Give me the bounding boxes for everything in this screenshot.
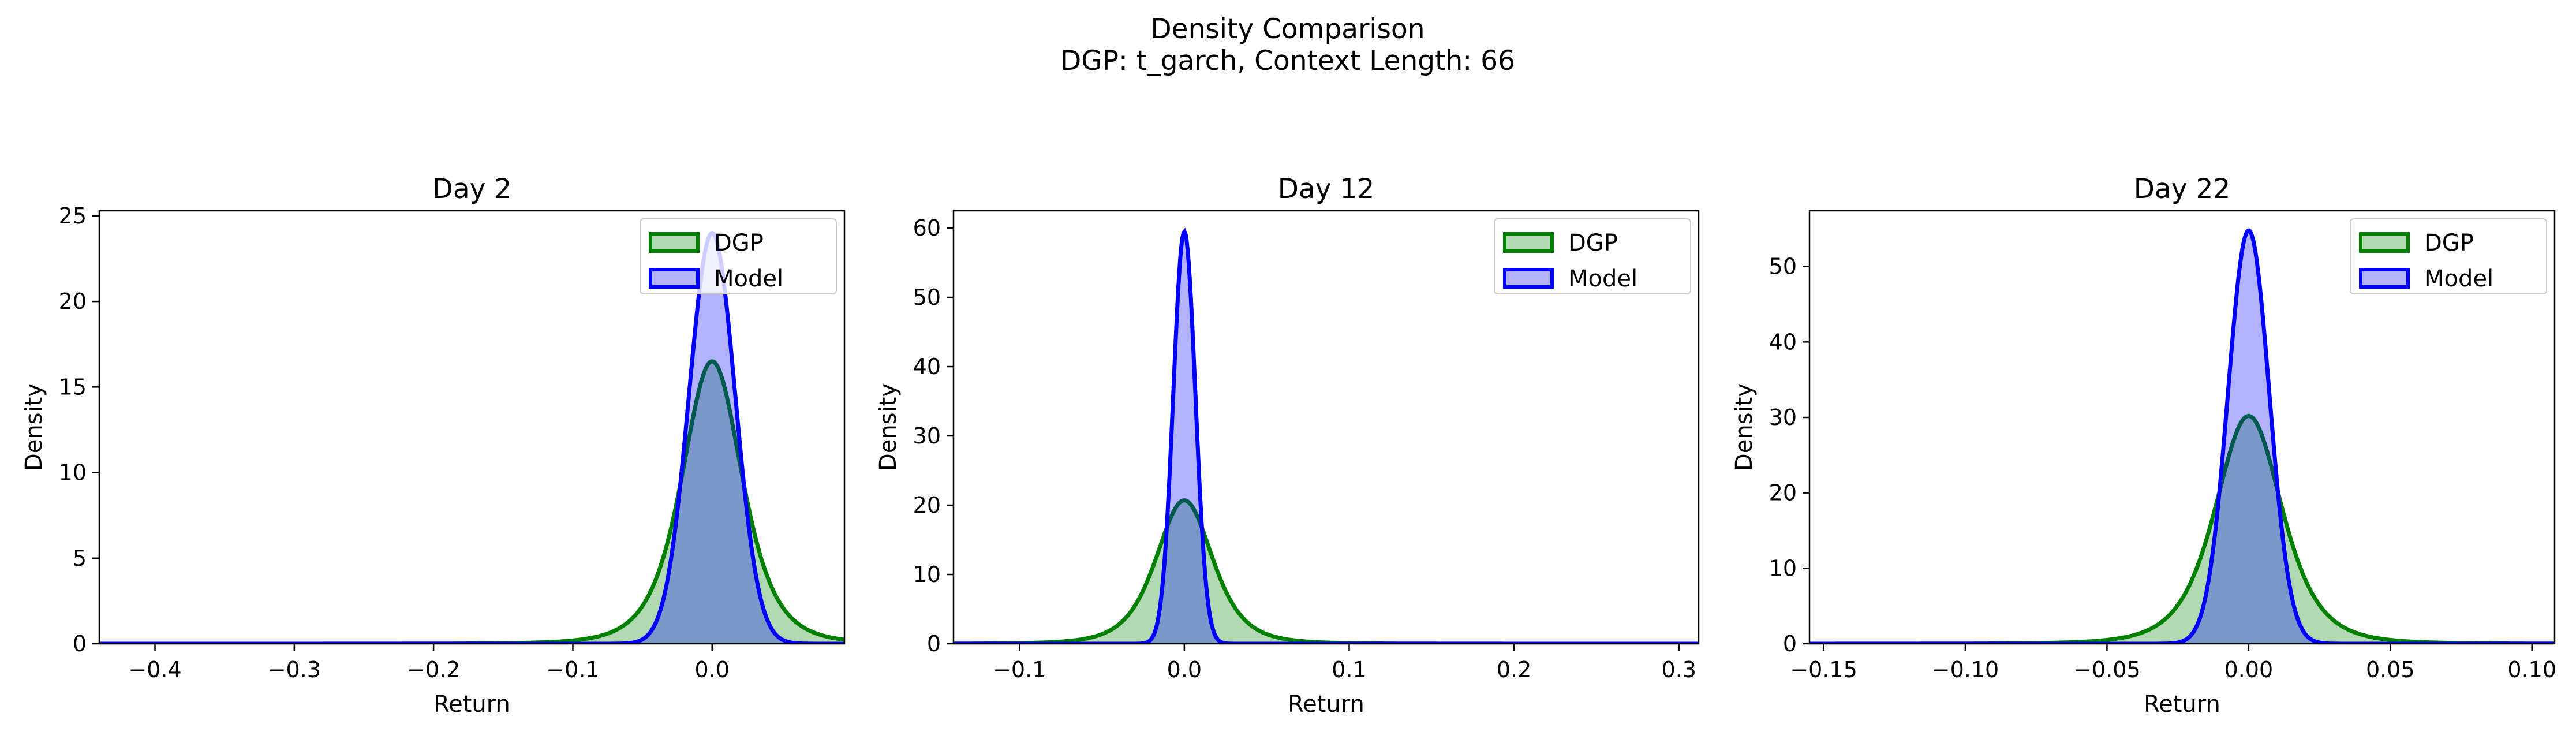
x-tick-label: 0.0 (1167, 657, 1202, 682)
legend-label-model: Model (2424, 266, 2493, 292)
y-tick-label: 10 (1769, 555, 1797, 581)
x-tick-label: 0.3 (1662, 657, 1696, 682)
series-area-dgp (1809, 416, 2555, 644)
y-tick-label: 40 (1769, 329, 1797, 354)
y-tick-label: 60 (913, 215, 941, 241)
legend-label-dgp: DGP (714, 230, 764, 256)
subplot-day-12: −0.1 0.0 0.1 0.2 0.3 0 10 20 30 40 50 60 Day 12 Retur… (875, 173, 1700, 718)
y-tick-label: 0 (73, 631, 87, 656)
y-tick-label: 30 (1769, 405, 1797, 430)
x-tick-label: 0.2 (1497, 657, 1531, 682)
legend-swatch-dgp (1503, 232, 1554, 253)
y-tick-label: 40 (913, 354, 941, 379)
axes-frame (1808, 210, 2556, 645)
y-tick-label: 10 (913, 562, 941, 587)
series-line-model (1809, 228, 2555, 644)
y-tick-label: 20 (913, 492, 941, 518)
figure-title: Density Comparison (1150, 13, 1425, 45)
axes-frame (952, 210, 1700, 645)
y-tick-label: 20 (59, 289, 87, 314)
legend-label-model: Model (714, 266, 783, 292)
x-axis-label: Return (433, 691, 510, 718)
series-line-dgp (954, 498, 1699, 644)
legend-swatch-model (2359, 268, 2410, 289)
subplot-day-22: −0.15 −0.10 −0.05 0.00 0.05 0.10 0 10 20 30 40 50 Da… (1731, 173, 2556, 718)
y-tick-label: 0 (927, 631, 941, 656)
x-tick-label: 0.10 (2507, 657, 2556, 682)
legend: DGP Model (2350, 218, 2547, 294)
y-tick-label: 50 (1769, 254, 1797, 279)
y-tick-label: 20 (1769, 480, 1797, 506)
legend-box (2350, 218, 2547, 294)
legend-label-dgp: DGP (1568, 230, 1618, 256)
x-axis-label: Return (1288, 691, 1364, 718)
legend-swatch-dgp (649, 232, 700, 253)
legend: DGP Model (1494, 218, 1691, 294)
x-tick-label: −0.15 (1790, 657, 1857, 682)
y-tick-label: 50 (913, 285, 941, 310)
x-tick-label: −0.05 (2073, 657, 2140, 682)
legend-swatch-model (1503, 268, 1554, 289)
y-tick-label: 5 (73, 546, 87, 571)
y-tick-label: 25 (59, 203, 87, 229)
y-tick-label: 30 (913, 423, 941, 449)
subplot-title: Day 2 (432, 173, 512, 205)
legend-label-model: Model (1568, 266, 1637, 292)
series-area-dgp (954, 500, 1699, 644)
x-tick-label: −0.1 (993, 657, 1046, 682)
x-tick-label: −0.2 (407, 657, 460, 682)
y-axis-label: Density (875, 383, 902, 471)
legend-box (640, 218, 837, 294)
subplot-day-2: −0.4 −0.3 −0.2 −0.1 0.0 0 5 10 15 20 25 Day 2 Return… (21, 173, 846, 718)
x-tick-label: 0.05 (2366, 657, 2415, 682)
series-area-model (99, 233, 844, 644)
subplot-title: Day 12 (1278, 173, 1375, 205)
legend-swatch-model (649, 268, 700, 289)
series-area-dgp (99, 361, 844, 644)
y-axis-label: Density (1731, 383, 1758, 471)
y-tick-label: 10 (59, 460, 87, 486)
legend-swatch-dgp (2359, 232, 2410, 253)
x-tick-label: −0.1 (546, 657, 599, 682)
x-tick-label: 0.0 (695, 657, 730, 682)
legend-box (1494, 218, 1691, 294)
legend: DGP Model (640, 218, 837, 294)
y-tick-label: 15 (59, 374, 87, 400)
x-tick-label: 0.00 (2224, 657, 2274, 682)
y-axis-label: Density (21, 383, 47, 471)
subplot-title: Day 22 (2134, 173, 2231, 205)
x-tick-label: −0.10 (1932, 657, 1999, 682)
legend-label-dgp: DGP (2424, 230, 2474, 256)
axes-frame (98, 210, 846, 645)
y-tick-label: 0 (1783, 631, 1797, 656)
x-axis-label: Return (2144, 691, 2220, 718)
figure-subtitle: DGP: t_garch, Context Length: 66 (1060, 45, 1515, 77)
x-tick-label: −0.3 (268, 657, 321, 682)
x-tick-label: 0.1 (1332, 657, 1366, 682)
x-tick-label: −0.4 (128, 657, 181, 682)
